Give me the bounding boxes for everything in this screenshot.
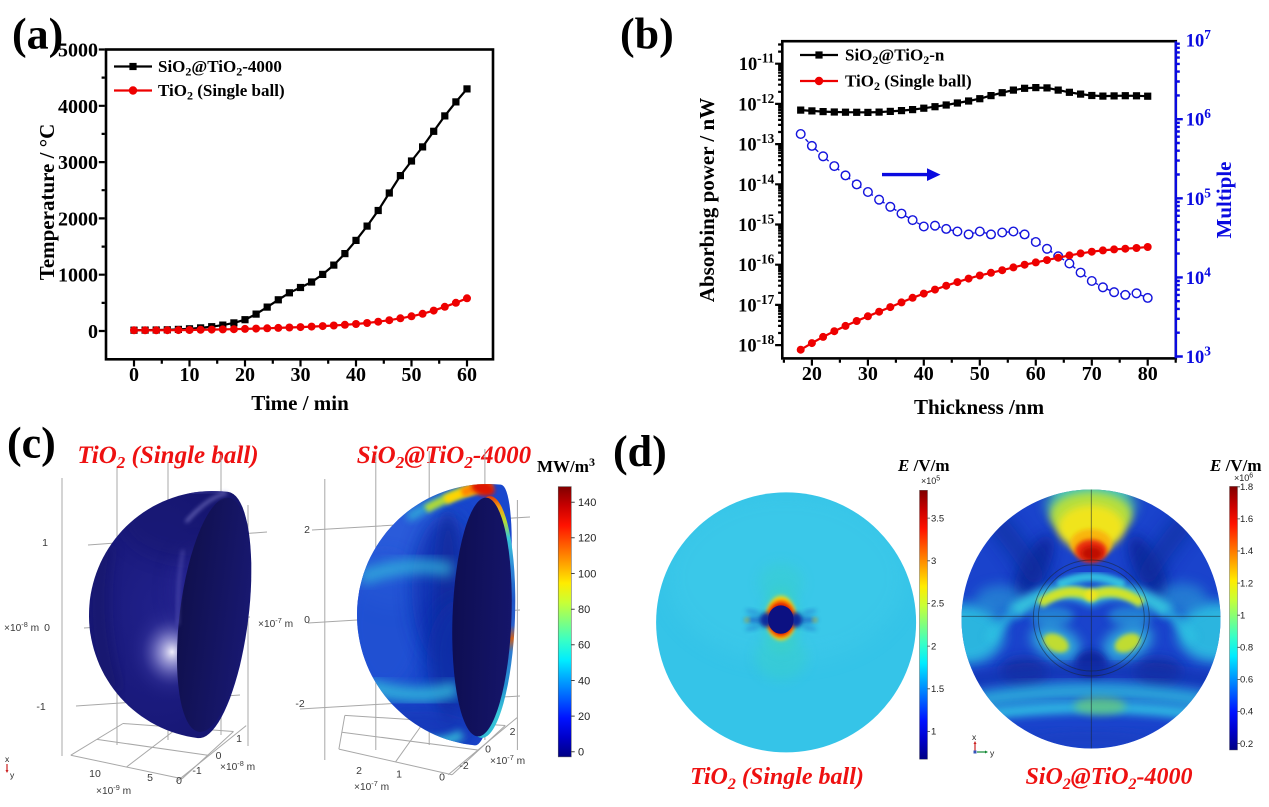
svg-text:50: 50 [402,364,422,386]
svg-text:10-15: 10-15 [738,212,775,237]
svg-text:1000: 1000 [58,265,98,287]
svg-text:SiO2@TiO2-4000: SiO2@TiO2-4000 [357,442,532,472]
svg-text:1.6: 1.6 [1240,514,1253,525]
svg-text:5000: 5000 [58,40,98,62]
svg-text:-2: -2 [459,760,468,772]
svg-text:-1: -1 [192,765,201,777]
svg-text:x: x [5,754,10,764]
svg-text:3: 3 [931,556,936,567]
svg-text:0: 0 [88,321,98,343]
svg-text:20: 20 [802,363,822,385]
svg-text:×10-7 m: ×10-7 m [258,616,293,630]
svg-text:0: 0 [304,614,310,626]
svg-text:Time / min: Time / min [251,391,349,415]
svg-text:20: 20 [235,364,255,386]
svg-text:80: 80 [578,604,590,616]
svg-text:-1: -1 [36,701,45,713]
svg-text:E /V/m: E /V/m [1209,456,1261,475]
svg-text:140: 140 [578,497,596,509]
svg-text:0: 0 [129,364,139,386]
svg-text:2000: 2000 [58,208,98,230]
svg-text:10: 10 [89,768,101,780]
svg-text:60: 60 [1026,363,1046,385]
svg-text:80: 80 [1138,363,1158,385]
svg-text:3000: 3000 [58,152,98,174]
svg-text:SiO2@TiO2-4000: SiO2@TiO2-4000 [158,57,282,79]
svg-text:10-12: 10-12 [738,91,775,116]
svg-text:1: 1 [1240,610,1245,621]
svg-text:Absorbing power / nW: Absorbing power / nW [695,98,719,302]
svg-text:(c): (c) [7,419,56,468]
svg-text:×106: ×106 [1234,473,1253,484]
svg-text:70: 70 [1082,363,1102,385]
svg-text:120: 120 [578,533,596,545]
svg-text:0: 0 [578,747,584,759]
svg-text:×10-8 m: ×10-8 m [220,759,255,773]
svg-text:60: 60 [578,640,590,652]
svg-text:0: 0 [216,750,222,762]
svg-text:2: 2 [510,726,516,738]
svg-text:(d): (d) [613,427,667,476]
svg-text:1.5: 1.5 [931,684,944,695]
svg-text:1: 1 [931,727,936,738]
svg-text:1: 1 [236,733,242,745]
svg-text:30: 30 [291,364,311,386]
svg-text:60: 60 [457,364,477,386]
svg-text:4000: 4000 [58,96,98,118]
svg-text:×10-7 m: ×10-7 m [354,779,389,793]
svg-text:10: 10 [180,364,200,386]
svg-text:TiO2 (Single ball): TiO2 (Single ball) [690,764,864,793]
svg-text:1.4: 1.4 [1240,546,1253,557]
svg-text:2: 2 [356,765,362,777]
svg-text:40: 40 [914,363,934,385]
svg-text:1: 1 [396,769,402,781]
svg-text:MW/m3: MW/m3 [537,455,595,476]
svg-text:0.2: 0.2 [1240,739,1253,750]
svg-text:y: y [990,748,995,758]
svg-text:Multiple: Multiple [1212,162,1236,239]
svg-text:0.4: 0.4 [1240,707,1253,718]
svg-text:TiO2 (Single ball): TiO2 (Single ball) [158,81,285,103]
svg-text:1.2: 1.2 [1240,578,1253,589]
svg-text:TiO2 (Single ball): TiO2 (Single ball) [845,72,972,94]
svg-text:30: 30 [858,363,878,385]
svg-text:SiO2@TiO2-4000: SiO2@TiO2-4000 [1025,764,1192,793]
svg-text:Temperature / °C: Temperature / °C [35,124,59,281]
svg-text:SiO2@TiO2-n: SiO2@TiO2-n [845,46,945,68]
svg-text:0.8: 0.8 [1240,643,1253,654]
svg-text:2.5: 2.5 [931,599,944,610]
svg-text:1: 1 [42,537,48,549]
svg-text:100: 100 [578,568,596,580]
svg-text:(a): (a) [12,10,63,59]
svg-text:3.5: 3.5 [931,513,944,524]
svg-text:0: 0 [176,775,182,787]
svg-text:×10-8 m: ×10-8 m [4,620,39,634]
svg-text:0: 0 [44,622,50,634]
svg-text:×105: ×105 [921,476,940,487]
svg-text:0: 0 [439,772,445,784]
svg-text:50: 50 [970,363,990,385]
svg-text:×10-9 m: ×10-9 m [96,783,131,797]
svg-text:Thickness /nm: Thickness /nm [914,395,1045,419]
svg-text:E /V/m: E /V/m [897,456,949,475]
svg-text:40: 40 [578,675,590,687]
svg-text:2: 2 [304,524,310,536]
svg-text:40: 40 [346,364,366,386]
svg-text:5: 5 [147,772,153,784]
svg-text:10-17: 10-17 [738,292,775,317]
svg-text:(b): (b) [620,10,674,59]
svg-text:2: 2 [931,641,936,652]
svg-text:0.6: 0.6 [1240,675,1253,686]
svg-text:20: 20 [578,711,590,723]
svg-text:0: 0 [485,744,491,756]
svg-text:1.8: 1.8 [1240,482,1253,493]
svg-text:x: x [972,732,977,742]
svg-text:×10-7 m: ×10-7 m [490,753,525,767]
svg-text:y: y [10,770,15,780]
svg-text:-2: -2 [295,698,304,710]
